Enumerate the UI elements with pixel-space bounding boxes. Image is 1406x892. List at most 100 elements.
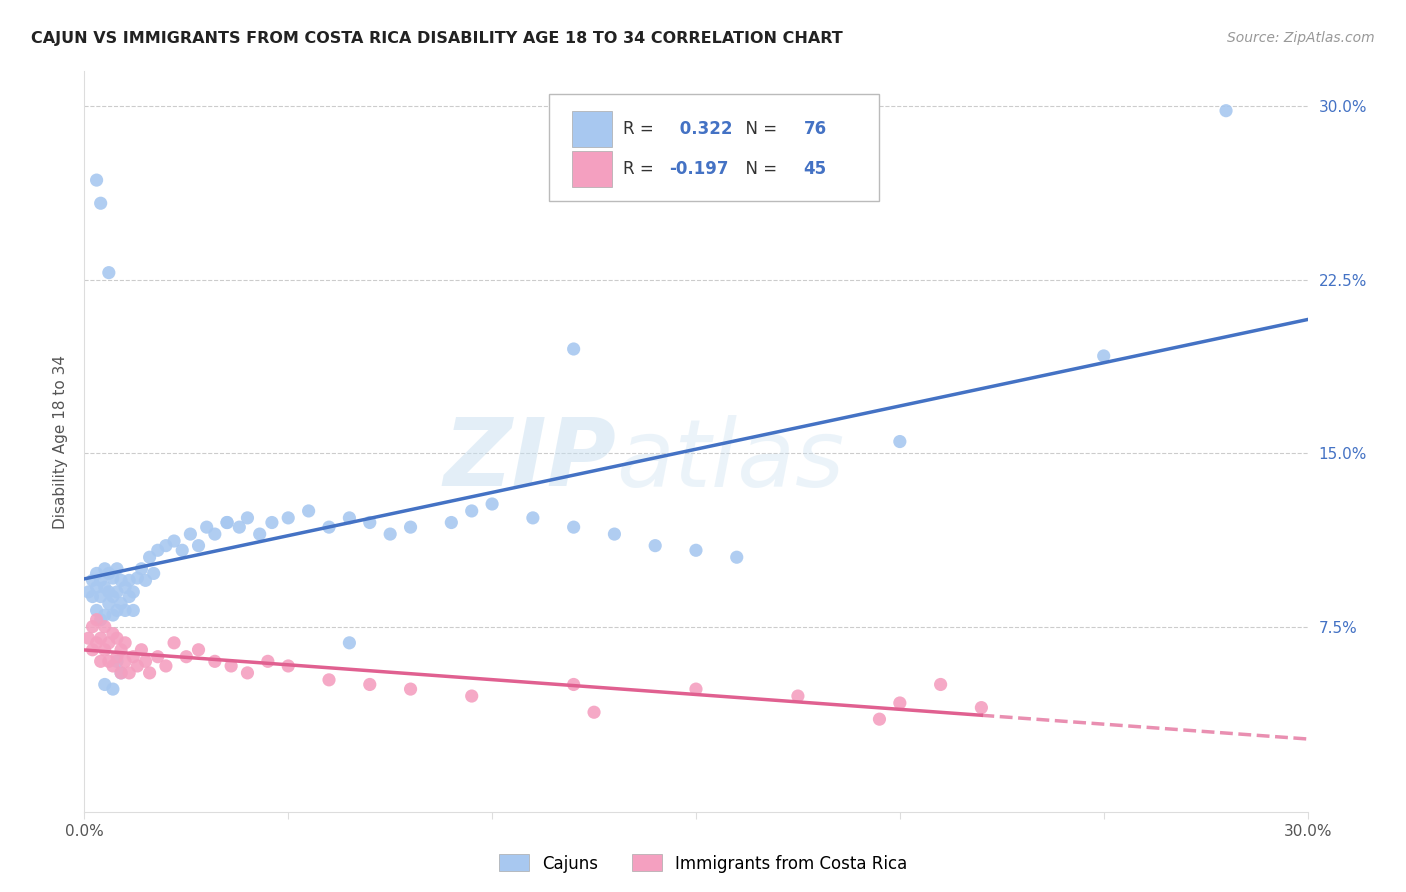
Point: [187, 539, 209, 553]
Point: [399, 520, 422, 534]
Point: [110, 665, 132, 680]
Point: [90, 574, 112, 588]
Point: [685, 682, 707, 697]
Point: [146, 649, 169, 664]
Text: CAJUN VS IMMIGRANTS FROM COSTA RICA DISABILITY AGE 18 TO 34 CORRELATION CHART: CAJUN VS IMMIGRANTS FROM COSTA RICA DISA…: [31, 31, 842, 46]
Text: N =: N =: [735, 120, 783, 138]
Text: 0.322: 0.322: [673, 120, 733, 138]
Point: [204, 527, 226, 541]
Point: [339, 511, 361, 525]
Point: [217, 516, 239, 530]
Point: [461, 689, 484, 703]
Point: [257, 654, 280, 668]
Point: [138, 665, 160, 680]
Point: [236, 511, 259, 525]
Point: [93, 608, 115, 623]
Point: [1215, 103, 1237, 118]
Point: [114, 636, 136, 650]
Point: [86, 580, 108, 594]
Point: [131, 562, 153, 576]
Point: [82, 590, 104, 604]
Point: [77, 585, 100, 599]
Point: [118, 665, 141, 680]
Point: [889, 434, 911, 449]
Text: R =: R =: [623, 160, 658, 178]
Point: [179, 527, 201, 541]
Point: [105, 603, 128, 617]
Point: [228, 520, 250, 534]
Text: Source: ZipAtlas.com: Source: ZipAtlas.com: [1227, 31, 1375, 45]
Point: [110, 574, 132, 588]
Point: [110, 642, 132, 657]
Point: [399, 682, 422, 697]
Point: [929, 677, 952, 691]
Point: [114, 603, 136, 617]
Text: 76: 76: [804, 120, 827, 138]
Point: [90, 196, 112, 211]
Point: [142, 566, 165, 581]
Point: [90, 590, 112, 604]
Point: [163, 636, 186, 650]
Point: [118, 590, 141, 604]
Point: [249, 527, 271, 541]
Point: [101, 626, 124, 640]
Point: [105, 654, 128, 668]
Point: [122, 649, 145, 664]
Point: [135, 654, 157, 668]
Point: [97, 266, 120, 280]
Point: [105, 562, 128, 576]
Point: [93, 642, 115, 657]
Point: [93, 580, 115, 594]
Point: [122, 585, 145, 599]
Point: [481, 497, 503, 511]
Point: [204, 654, 226, 668]
FancyBboxPatch shape: [550, 94, 880, 201]
Point: [101, 682, 124, 697]
Point: [77, 631, 100, 645]
Point: [217, 516, 239, 530]
Point: [93, 620, 115, 634]
Point: [298, 504, 321, 518]
Y-axis label: Disability Age 18 to 34: Disability Age 18 to 34: [52, 354, 67, 529]
Point: [163, 534, 186, 549]
Point: [86, 613, 108, 627]
Point: [155, 659, 177, 673]
Point: [562, 342, 585, 356]
Point: [97, 636, 120, 650]
Text: ZIP: ZIP: [443, 414, 616, 506]
Point: [787, 689, 810, 703]
Text: N =: N =: [735, 160, 783, 178]
Point: [359, 677, 381, 691]
Point: [339, 636, 361, 650]
Point: [101, 571, 124, 585]
Point: [93, 562, 115, 576]
Point: [90, 654, 112, 668]
Point: [195, 520, 218, 534]
Point: [685, 543, 707, 558]
Point: [522, 511, 544, 525]
Point: [277, 511, 299, 525]
Point: [86, 173, 108, 187]
Point: [122, 603, 145, 617]
Point: [172, 543, 194, 558]
Legend: Cajuns, Immigrants from Costa Rica: Cajuns, Immigrants from Costa Rica: [492, 847, 914, 880]
Point: [86, 566, 108, 581]
Point: [583, 705, 606, 719]
Point: [110, 597, 132, 611]
Text: R =: R =: [623, 120, 658, 138]
FancyBboxPatch shape: [572, 152, 612, 186]
Point: [889, 696, 911, 710]
Text: 45: 45: [804, 160, 827, 178]
Point: [97, 654, 120, 668]
Point: [97, 585, 120, 599]
Point: [603, 527, 626, 541]
Point: [725, 550, 748, 565]
Point: [101, 608, 124, 623]
Point: [105, 631, 128, 645]
Point: [110, 665, 132, 680]
Point: [127, 659, 149, 673]
Point: [105, 649, 128, 664]
Point: [135, 574, 157, 588]
Point: [82, 620, 104, 634]
Point: [461, 504, 484, 518]
